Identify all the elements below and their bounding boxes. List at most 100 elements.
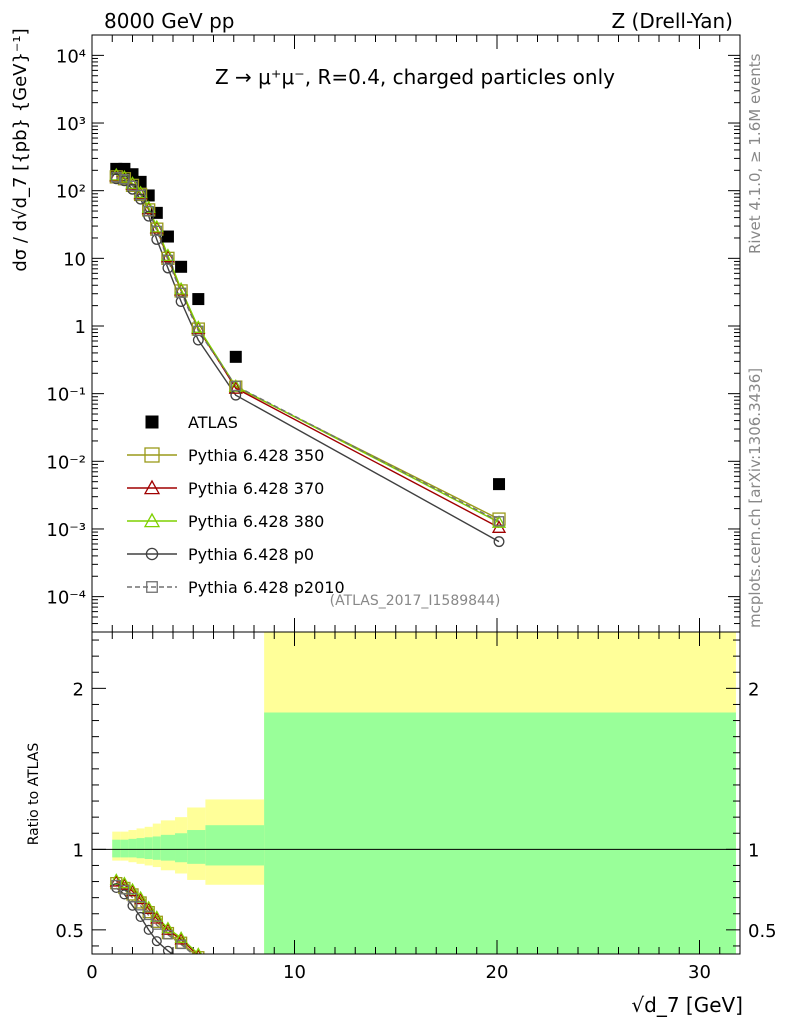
data-point [127, 180, 138, 191]
data-point [174, 931, 188, 943]
ratio-y-tick-label: 1 [73, 840, 84, 861]
data-point [161, 923, 175, 935]
main-y-tick-label: 10³ [56, 114, 86, 135]
data-point [133, 185, 148, 199]
ratio-y-axis-label: Ratio to ATLAS [26, 743, 42, 846]
ratio-uncertainty-bands [112, 632, 736, 954]
data-point [174, 932, 188, 945]
legend-entry-label: Pythia 6.428 370 [188, 479, 324, 498]
ratio-frame [91, 631, 741, 955]
ratio-panel: 0.5 0.51 12 20 10 20 30 Ratio to ATLAS √d_7 [G… [26, 631, 777, 1017]
data-point [163, 929, 173, 940]
legend-entry-label: Pythia 6.428 p0 [188, 545, 314, 564]
data-point [151, 225, 162, 236]
analysis-watermark: (ATLAS_2017_I1589844) [330, 593, 501, 609]
data-point [493, 536, 505, 548]
data-point [111, 879, 122, 890]
ratio-y-tick-label: 2 [73, 679, 84, 700]
data-point [143, 205, 154, 217]
data-point [150, 911, 164, 924]
data-point [125, 884, 140, 897]
ratio-band-inner [160, 834, 176, 861]
main-y-tick-label: 10⁻² [46, 452, 86, 473]
main-y-tick-label: 10 [63, 249, 86, 270]
data-point [493, 516, 505, 527]
data-point [229, 350, 242, 363]
legend-entry-label: ATLAS [188, 413, 238, 432]
main-y-axis-label: dσ / d√d_7 [{pb} {GeV}⁻¹] [10, 28, 31, 271]
main-series-markers [109, 162, 507, 548]
data-point [162, 945, 173, 954]
ratio-axis-ticks: 0.5 0.51 12 20 10 20 30 [55, 632, 777, 983]
ratio-band-inner [136, 838, 145, 859]
main-y-tick-label: 1 [75, 317, 86, 338]
data-point [228, 380, 243, 394]
ratio-y-tick-label: 0.5 [55, 921, 84, 942]
data-point [492, 512, 506, 526]
data-point [135, 189, 146, 201]
data-point [192, 951, 205, 954]
main-y-tick-label: 10² [56, 182, 86, 203]
data-point [151, 936, 162, 947]
data-point [119, 884, 130, 895]
data-point [144, 447, 160, 463]
ratio-band-inner [144, 837, 153, 860]
data-point [117, 876, 132, 889]
main-y-tick-label: 10⁻¹ [46, 385, 86, 406]
ratio-y-tick-label-right: 0.5 [748, 921, 777, 942]
data-point [175, 260, 188, 273]
mcplots-label: mcplots.cern.ch [arXiv:1306.3436] [746, 368, 764, 628]
data-point [146, 581, 158, 593]
x-axis-label: √d_7 [GeV] [631, 993, 743, 1017]
data-point [143, 924, 154, 935]
legend-entry-label: Pythia 6.428 350 [188, 446, 324, 465]
legend-entry-label: Pythia 6.428 p2010 [188, 578, 345, 597]
data-point [194, 947, 203, 954]
data-point [145, 547, 159, 561]
legend-entry-label: Pythia 6.428 380 [188, 512, 324, 531]
data-point [176, 939, 186, 950]
data-point [143, 512, 161, 528]
data-point [109, 873, 123, 885]
data-point [143, 479, 161, 495]
data-point [111, 172, 122, 183]
data-point [230, 380, 241, 392]
series-line [116, 176, 500, 522]
main-panel: 10⁻⁴ 10⁻³ 10⁻² 10⁻¹ 1 10 10² 10³ 10⁴ Z → μ⁺μ⁻, R… [10, 28, 741, 633]
data-point [161, 230, 174, 243]
data-point [127, 892, 138, 903]
legend: ATLAS Pythia 6.428 350 Pythia 6.428 370 Pyt… [127, 413, 345, 597]
x-tick-label: 0 [86, 962, 97, 983]
header-energy-label: 8000 GeV pp [104, 9, 235, 33]
data-point [193, 325, 204, 336]
rivet-version-label: Rivet 4.1.0, ≥ 1.6M events [746, 53, 764, 254]
x-tick-label: 20 [486, 962, 509, 983]
data-point [142, 902, 156, 914]
ratio-band-inner [152, 836, 161, 860]
data-point [493, 478, 506, 491]
data-point [135, 900, 146, 911]
header-process-label: Z (Drell-Yan) [611, 9, 733, 33]
data-point [162, 262, 174, 274]
chart-title: Z → μ⁺μ⁻, R=0.4, charged particles only [215, 65, 615, 89]
data-point [162, 254, 174, 265]
main-y-tick-label: 10⁻⁴ [46, 588, 86, 609]
x-tick-label: 10 [283, 962, 306, 983]
data-point [145, 415, 159, 429]
data-point [143, 910, 154, 921]
ratio-y-tick-label-right: 2 [748, 679, 759, 700]
data-point [175, 287, 187, 298]
ratio-y-tick-label-right: 1 [748, 840, 759, 861]
data-point [192, 293, 205, 306]
data-point [152, 920, 162, 930]
data-point [160, 249, 176, 263]
data-point [133, 892, 148, 905]
data-point [491, 515, 507, 528]
ratio-series-markers [109, 873, 205, 954]
main-y-tick-label: 10⁻³ [46, 520, 86, 541]
data-point [119, 174, 130, 185]
data-point [228, 379, 243, 392]
data-point [151, 234, 163, 245]
main-y-tick-label: 10⁴ [56, 46, 86, 67]
